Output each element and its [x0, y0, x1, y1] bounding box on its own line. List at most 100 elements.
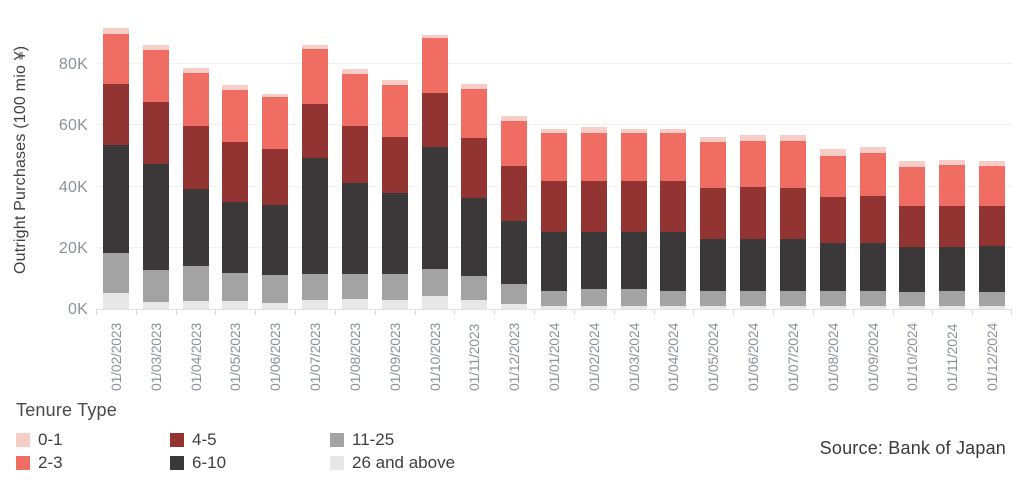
bar-segment-26 and above[interactable]	[341, 298, 368, 309]
bar-segment-6-10[interactable]	[859, 242, 886, 291]
bar-segment-4-5[interactable]	[700, 188, 727, 239]
bar-segment-11-25[interactable]	[302, 274, 329, 301]
bar-segment-11-25[interactable]	[620, 288, 647, 306]
bar-segment-2-3[interactable]	[779, 140, 806, 188]
bar-segment-2-3[interactable]	[660, 133, 687, 182]
bar-01/06/2024[interactable]	[740, 134, 767, 309]
bar-segment-26 and above[interactable]	[222, 301, 249, 309]
bar-segment-11-25[interactable]	[341, 273, 368, 299]
bar-segment-0-1[interactable]	[620, 128, 647, 134]
bar-segment-2-3[interactable]	[700, 141, 727, 189]
bar-segment-26 and above[interactable]	[182, 301, 209, 309]
bar-segment-4-5[interactable]	[262, 149, 289, 205]
bar-segment-4-5[interactable]	[939, 206, 966, 247]
bar-segment-26 and above[interactable]	[580, 305, 607, 309]
bar-01/05/2023[interactable]	[222, 85, 249, 309]
bar-segment-0-1[interactable]	[262, 93, 289, 97]
bar-segment-4-5[interactable]	[182, 126, 209, 189]
bar-segment-4-5[interactable]	[580, 181, 607, 233]
bar-segment-4-5[interactable]	[421, 92, 448, 147]
bar-segment-2-3[interactable]	[461, 89, 488, 139]
bar-segment-2-3[interactable]	[262, 96, 289, 150]
bar-segment-0-1[interactable]	[859, 147, 886, 154]
bar-segment-11-25[interactable]	[501, 283, 528, 305]
bar-segment-4-5[interactable]	[660, 181, 687, 233]
bar-01/08/2024[interactable]	[819, 148, 846, 309]
bar-segment-11-25[interactable]	[740, 291, 767, 307]
bar-segment-0-1[interactable]	[541, 128, 567, 134]
legend-item-2-3[interactable]: 2-3	[16, 453, 170, 473]
bar-01/07/2024[interactable]	[779, 134, 806, 309]
bar-segment-4-5[interactable]	[899, 206, 926, 248]
bar-segment-11-25[interactable]	[939, 291, 966, 307]
bar-segment-26 and above[interactable]	[142, 302, 169, 309]
legend-swatch-26 and above[interactable]	[330, 455, 344, 470]
bar-segment-11-25[interactable]	[182, 266, 209, 302]
bar-01/10/2024[interactable]	[899, 161, 926, 309]
bar-segment-26 and above[interactable]	[461, 300, 488, 309]
bar-segment-26 and above[interactable]	[302, 300, 329, 309]
bar-01/04/2024[interactable]	[660, 129, 687, 309]
bar-segment-0-1[interactable]	[341, 69, 368, 74]
bar-segment-0-1[interactable]	[381, 80, 408, 86]
bar-segment-2-3[interactable]	[859, 153, 886, 197]
bar-segment-4-5[interactable]	[501, 166, 528, 221]
bar-segment-6-10[interactable]	[779, 238, 806, 291]
bar-segment-2-3[interactable]	[501, 120, 528, 167]
bar-segment-4-5[interactable]	[740, 187, 767, 239]
bar-segment-4-5[interactable]	[222, 142, 249, 202]
bar-segment-0-1[interactable]	[501, 115, 528, 121]
bar-segment-6-10[interactable]	[700, 238, 727, 292]
bar-segment-0-1[interactable]	[660, 129, 687, 134]
bar-segment-6-10[interactable]	[421, 146, 448, 269]
bar-segment-6-10[interactable]	[302, 158, 329, 275]
bar-segment-26 and above[interactable]	[102, 292, 129, 309]
bar-segment-6-10[interactable]	[341, 183, 368, 274]
legend-item-6-10[interactable]: 6-10	[170, 453, 330, 473]
bar-segment-6-10[interactable]	[979, 246, 1006, 293]
bar-segment-26 and above[interactable]	[939, 306, 966, 309]
bar-segment-11-25[interactable]	[421, 268, 448, 296]
bar-segment-0-1[interactable]	[222, 85, 249, 91]
bar-segment-11-25[interactable]	[541, 290, 567, 307]
bar-segment-2-3[interactable]	[899, 166, 926, 207]
bar-segment-6-10[interactable]	[740, 238, 767, 292]
bar-segment-11-25[interactable]	[580, 288, 607, 306]
bar-segment-2-3[interactable]	[580, 133, 607, 182]
bar-segment-4-5[interactable]	[979, 206, 1006, 247]
bar-01/04/2023[interactable]	[182, 67, 209, 309]
bar-segment-11-25[interactable]	[819, 291, 846, 307]
bar-segment-11-25[interactable]	[102, 252, 129, 293]
bar-segment-11-25[interactable]	[859, 290, 886, 307]
bar-segment-26 and above[interactable]	[859, 306, 886, 309]
bar-segment-2-3[interactable]	[182, 73, 209, 127]
bar-segment-6-10[interactable]	[899, 247, 926, 293]
bar-segment-0-1[interactable]	[302, 45, 329, 50]
bar-segment-26 and above[interactable]	[381, 300, 408, 309]
bar-segment-0-1[interactable]	[142, 44, 169, 50]
bar-segment-6-10[interactable]	[660, 232, 687, 291]
bar-01/08/2023[interactable]	[341, 69, 368, 309]
bar-segment-6-10[interactable]	[819, 242, 846, 292]
bar-segment-0-1[interactable]	[580, 127, 607, 134]
bar-segment-4-5[interactable]	[620, 181, 647, 233]
bar-segment-26 and above[interactable]	[501, 304, 528, 309]
bar-segment-4-5[interactable]	[859, 196, 886, 243]
bar-segment-26 and above[interactable]	[779, 306, 806, 309]
bar-segment-2-3[interactable]	[541, 133, 567, 182]
bar-01/09/2024[interactable]	[859, 147, 886, 309]
bar-segment-0-1[interactable]	[182, 67, 209, 74]
bar-01/03/2023[interactable]	[142, 44, 169, 309]
bar-segment-6-10[interactable]	[461, 198, 488, 276]
bar-segment-2-3[interactable]	[421, 38, 448, 93]
bar-segment-0-1[interactable]	[899, 161, 926, 167]
bar-segment-0-1[interactable]	[819, 148, 846, 156]
bar-segment-2-3[interactable]	[222, 90, 249, 143]
bar-segment-2-3[interactable]	[740, 140, 767, 188]
bar-segment-26 and above[interactable]	[899, 306, 926, 309]
bar-segment-4-5[interactable]	[819, 197, 846, 243]
legend-swatch-6-10[interactable]	[170, 455, 184, 470]
bar-segment-6-10[interactable]	[580, 232, 607, 289]
bar-segment-6-10[interactable]	[541, 232, 567, 291]
bar-01/03/2024[interactable]	[620, 128, 647, 309]
